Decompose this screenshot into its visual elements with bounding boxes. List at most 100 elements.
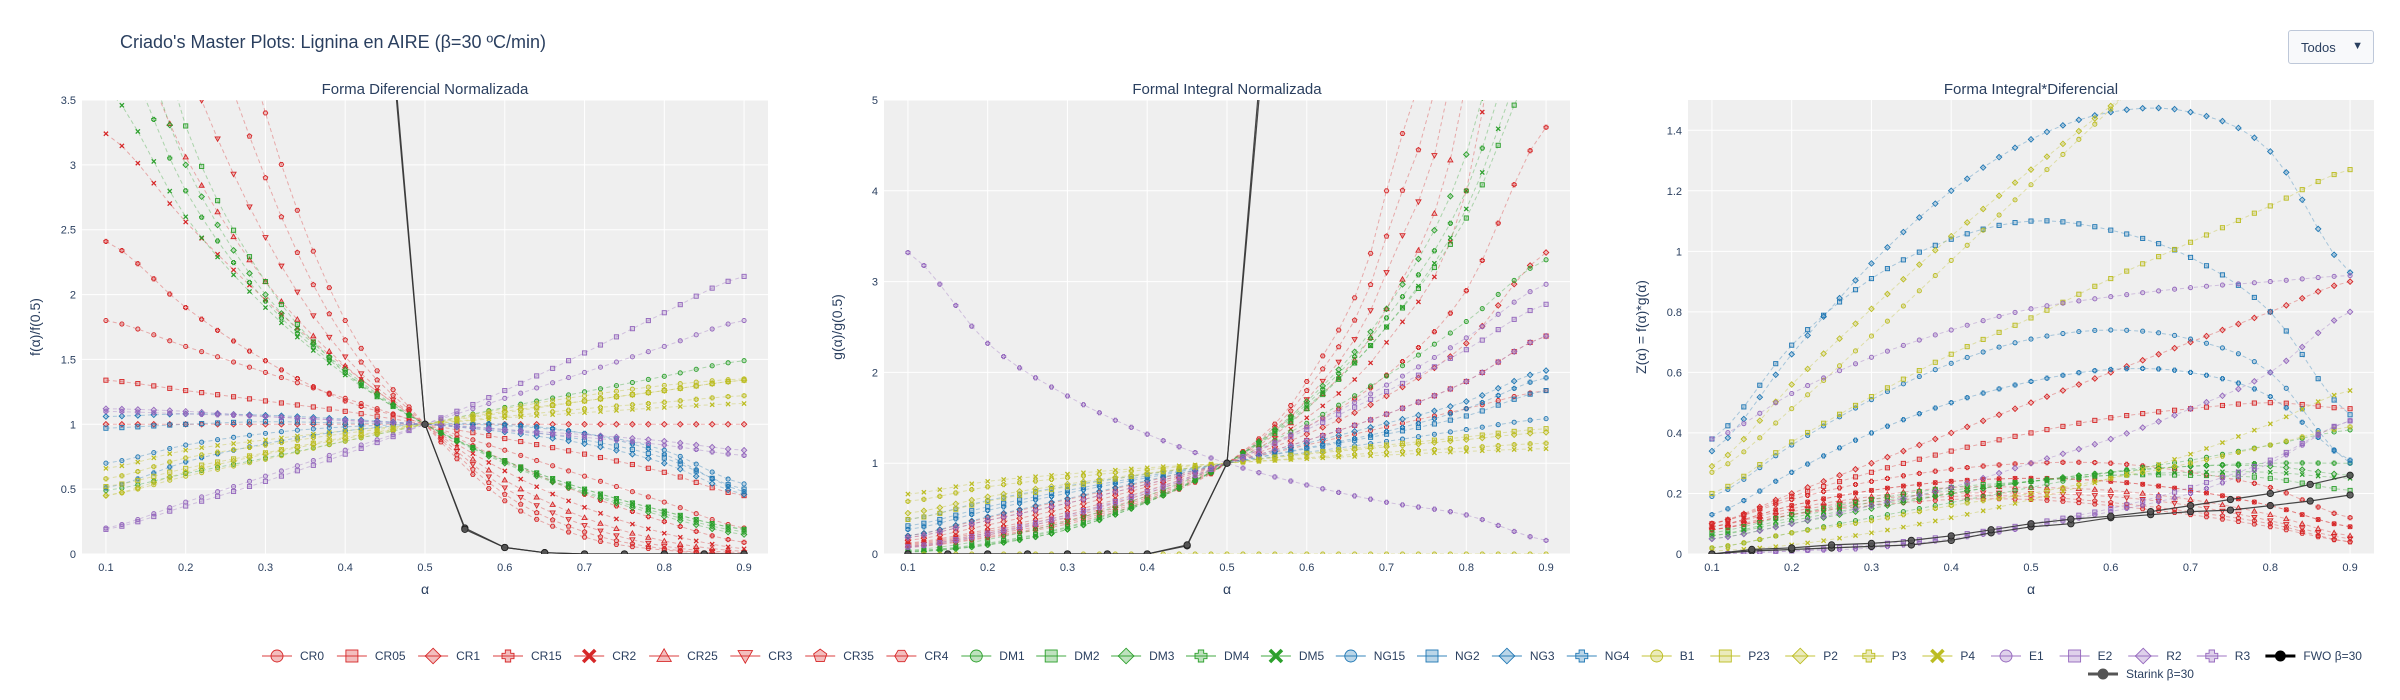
x-tick-label: 0.2	[178, 562, 193, 574]
data-point	[693, 479, 699, 485]
data-point	[708, 525, 716, 533]
data-point-stroke-b	[1368, 360, 1374, 366]
data-point-stroke-b	[199, 235, 205, 241]
data-point	[953, 536, 959, 543]
data-point	[215, 254, 221, 260]
data-point	[214, 221, 221, 229]
data-point-stroke-b	[231, 440, 237, 447]
data-point	[676, 465, 684, 473]
data-point	[985, 542, 991, 548]
data-point	[1399, 305, 1406, 311]
legend-item-cr1[interactable]: CR1	[418, 647, 480, 665]
legend-item-b1[interactable]: B1	[1641, 649, 1695, 663]
legend-item-cr3[interactable]: CR3	[730, 649, 793, 665]
data-point	[921, 542, 927, 548]
data-point	[944, 550, 952, 554]
data-point	[661, 519, 667, 525]
data-point	[1510, 280, 1518, 288]
data-point	[326, 452, 332, 458]
legend-item-p4[interactable]: P4	[1922, 648, 1975, 664]
data-point	[103, 317, 109, 324]
data-point-stroke-b	[1112, 510, 1118, 516]
data-point	[1996, 437, 2002, 443]
data-point	[1352, 376, 1358, 383]
legend-item-r3[interactable]: R3	[2196, 649, 2251, 663]
data-point	[151, 423, 157, 429]
data-point	[2044, 497, 2050, 503]
data-point	[660, 420, 668, 428]
data-point	[486, 451, 492, 457]
data-point	[278, 263, 285, 270]
legend-item-ng3[interactable]: NG3	[1491, 647, 1555, 665]
data-point-stroke-b	[725, 524, 731, 530]
series-line	[105, 379, 745, 497]
data-point	[1447, 310, 1453, 316]
data-point-stroke-b	[693, 403, 699, 409]
data-point	[2028, 484, 2034, 490]
legend-item-e1[interactable]: E1	[1991, 649, 2044, 663]
data-point	[1192, 477, 1198, 483]
legend-item-dm4[interactable]: DM4	[1186, 649, 1250, 663]
data-point	[1725, 423, 1731, 429]
legend-item-cr0[interactable]: CR0	[262, 649, 324, 663]
data-point	[1431, 153, 1438, 159]
legend-item-dm5[interactable]: DM5	[1260, 648, 1325, 664]
legend-label: FWO β=30	[2303, 649, 2362, 663]
legend-item-dm3[interactable]: DM3	[1111, 647, 1175, 665]
data-point	[341, 354, 349, 361]
legend-item-r2[interactable]: R2	[2128, 647, 2182, 665]
legend-item-cr4[interactable]: CR4	[886, 649, 949, 663]
data-point	[310, 435, 316, 441]
data-point	[1335, 359, 1342, 366]
data-point	[278, 161, 285, 167]
data-point-stroke-b	[1336, 390, 1342, 397]
legend-item-p2[interactable]: P2	[1785, 647, 1838, 665]
legend-item-cr25[interactable]: CR25	[649, 647, 718, 663]
legend-item-cr2[interactable]: CR2	[574, 648, 637, 664]
data-point-stroke-b	[119, 463, 125, 469]
data-point	[198, 193, 206, 201]
data-point	[453, 448, 461, 455]
legend-item-starink-30[interactable]: Starink β=30	[2088, 667, 2194, 681]
data-point	[278, 447, 285, 455]
data-point	[2251, 359, 2257, 365]
data-point	[1017, 523, 1023, 529]
y-tick-label: 0.6	[1667, 367, 1682, 379]
data-point	[677, 512, 683, 518]
y-tick-label: 0.4	[1667, 428, 1682, 440]
data-point	[183, 188, 189, 194]
data-point	[581, 473, 588, 479]
legend-item-e2[interactable]: E2	[2059, 649, 2113, 663]
data-point	[2299, 401, 2305, 408]
legend-item-fwo-30[interactable]: FWO β=30	[2265, 649, 2362, 663]
legend-item-cr35[interactable]: CR35	[805, 648, 874, 663]
data-point	[1980, 440, 1986, 447]
data-point	[1399, 294, 1406, 300]
legend-item-ng15[interactable]: NG15	[1335, 649, 1406, 663]
data-point	[709, 476, 715, 482]
legend-item-ng4[interactable]: NG4	[1566, 649, 1630, 663]
data-point	[2156, 241, 2162, 247]
data-point	[373, 385, 381, 392]
data-point	[566, 358, 572, 364]
legend-item-ng2[interactable]: NG2	[1417, 649, 1480, 663]
legend-item-dm1[interactable]: DM1	[961, 649, 1025, 663]
x-tick-label: 0.9	[736, 562, 751, 574]
data-point-stroke-b	[374, 394, 380, 400]
legend-item-cr15[interactable]: CR15	[493, 649, 562, 663]
data-point	[262, 430, 269, 436]
data-point	[278, 375, 284, 381]
data-point	[1805, 392, 1811, 398]
filter-dropdown[interactable]: Todos ▼	[2288, 30, 2374, 64]
legend-item-p3[interactable]: P3	[1853, 649, 1907, 663]
legend-item-cr05[interactable]: CR05	[336, 649, 406, 663]
data-point	[2267, 203, 2273, 209]
data-point	[2219, 225, 2225, 231]
data-point	[1900, 303, 1906, 309]
data-point	[613, 407, 619, 414]
legend-item-dm2[interactable]: DM2	[1036, 649, 1100, 663]
data-point	[278, 315, 284, 321]
data-point	[597, 342, 604, 348]
legend-item-p23[interactable]: P23	[1710, 649, 1770, 663]
